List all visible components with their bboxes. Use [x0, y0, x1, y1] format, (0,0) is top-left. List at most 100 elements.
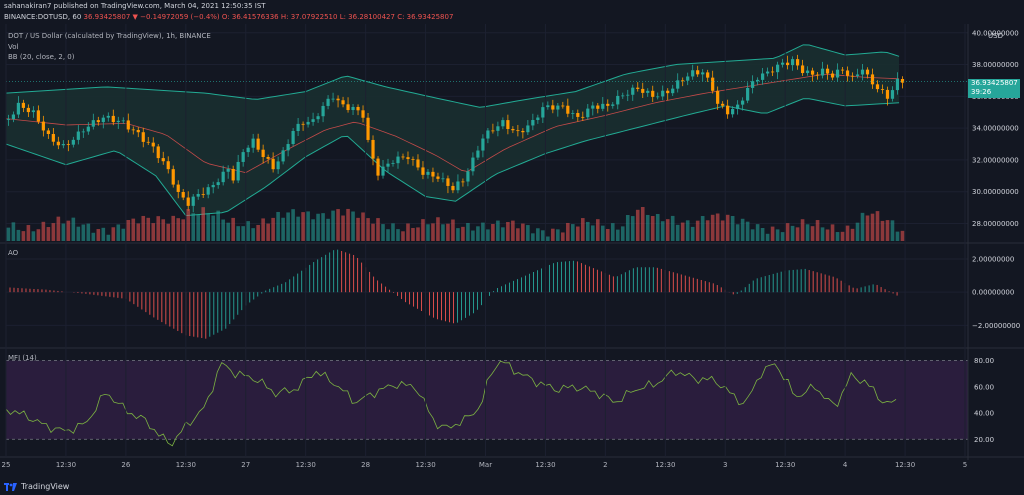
candle-body	[291, 131, 295, 145]
volume-bar	[246, 221, 250, 241]
publish-info: sahanakiran7 published on TradingView.co…	[4, 2, 266, 10]
candle-body	[116, 120, 120, 123]
candle-body	[216, 182, 220, 186]
candle-body	[366, 117, 370, 140]
volume-bar	[825, 229, 830, 241]
volume-bar	[21, 231, 26, 241]
volume-bar	[635, 209, 640, 241]
candle-body	[91, 120, 95, 127]
candle-body	[281, 150, 285, 162]
candle-body	[576, 113, 580, 117]
ao-legend[interactable]: AO	[8, 249, 19, 257]
candle-body	[716, 90, 720, 104]
volume-bar	[241, 226, 245, 241]
volume-bar	[186, 209, 191, 241]
volume-bar	[231, 217, 235, 241]
volume-bar	[151, 223, 156, 241]
candle-body	[201, 194, 205, 195]
candle-body	[341, 100, 345, 105]
volume-bar	[526, 225, 530, 241]
vol-legend[interactable]: Vol	[8, 43, 19, 51]
candle-body	[775, 64, 780, 73]
volume-bar	[536, 228, 540, 241]
volume-bar	[341, 215, 345, 241]
candle-body	[516, 130, 520, 132]
volume-bar	[491, 223, 495, 241]
volume-bar	[571, 224, 575, 241]
x-tick-label: 3	[723, 461, 727, 469]
volume-bar	[501, 227, 505, 241]
volume-bar	[336, 209, 340, 241]
x-tick-label: 12:30	[535, 461, 555, 469]
volume-bar	[306, 211, 310, 241]
y-tick-label: 34.00000000	[972, 125, 1019, 133]
volume-bar	[745, 221, 750, 241]
candle-body	[106, 115, 110, 118]
volume-bar	[321, 213, 325, 241]
candle-body	[845, 70, 850, 76]
volume-bar	[376, 218, 380, 241]
volume-bar	[446, 223, 450, 241]
candle-body	[196, 194, 200, 197]
candle-body	[456, 181, 460, 191]
candle-body	[636, 87, 640, 89]
volume-bar	[301, 212, 305, 241]
volume-bar	[870, 213, 875, 241]
volume-bar	[690, 226, 695, 241]
volume-bar	[281, 217, 285, 241]
candle-body	[331, 98, 335, 100]
volume-bar	[216, 210, 220, 241]
candle-body	[855, 74, 860, 76]
x-tick-label: 12:30	[775, 461, 795, 469]
volume-bar	[815, 220, 820, 241]
volume-bar	[810, 226, 815, 241]
candle-body	[111, 115, 115, 123]
candle-body	[840, 69, 845, 71]
volume-bar	[900, 230, 905, 241]
x-tick-label: 2	[603, 461, 607, 469]
volume-bar	[775, 229, 780, 241]
candle-body	[746, 87, 750, 101]
candle-body	[236, 161, 240, 181]
candle-body	[701, 72, 705, 75]
candle-body	[890, 90, 895, 99]
candle-body	[346, 104, 350, 111]
candle-body	[166, 161, 170, 170]
x-tick-label: 26	[121, 461, 130, 469]
volume-bar	[780, 232, 785, 241]
volume-bar	[600, 225, 605, 241]
volume-bar	[331, 210, 335, 241]
candle-body	[96, 120, 100, 123]
volume-bar	[765, 233, 770, 241]
volume-bar	[625, 214, 630, 241]
candle-body	[326, 98, 330, 106]
volume-bar	[660, 221, 665, 241]
volume-bar	[251, 228, 255, 241]
y-tick-label: 32.00000000	[972, 156, 1019, 164]
candle-body	[126, 120, 130, 130]
candle-body	[21, 102, 25, 108]
mfi-legend[interactable]: MFI (14)	[8, 354, 37, 362]
volume-bar	[381, 224, 385, 241]
y-tick-label: 40.00	[974, 410, 994, 418]
bb-legend[interactable]: BB (20, close, 2, 0)	[8, 53, 75, 61]
volume-bar	[630, 216, 635, 241]
footer: TradingView	[4, 482, 69, 491]
x-tick-label: 12:30	[895, 461, 915, 469]
brand-label[interactable]: TradingView	[21, 482, 70, 491]
candle-body	[795, 59, 800, 66]
volume-bar	[760, 227, 765, 241]
y-tick-label: 28.00000000	[972, 220, 1019, 228]
volume-bar	[291, 209, 295, 241]
candle-body	[426, 171, 430, 175]
tradingview-logo-icon	[4, 482, 17, 491]
volume-bar	[840, 231, 845, 241]
volume-bar	[605, 229, 610, 241]
symbol-label[interactable]: BINANCE:DOTUSD, 60	[4, 13, 82, 21]
x-tick-label: 4	[843, 461, 848, 469]
y-tick-label: −2.00000000	[972, 322, 1020, 330]
volume-bar	[406, 223, 410, 241]
price-tag-value: 36.93425807	[971, 79, 1018, 87]
volume-bar	[516, 228, 520, 241]
candle-body	[536, 117, 540, 121]
